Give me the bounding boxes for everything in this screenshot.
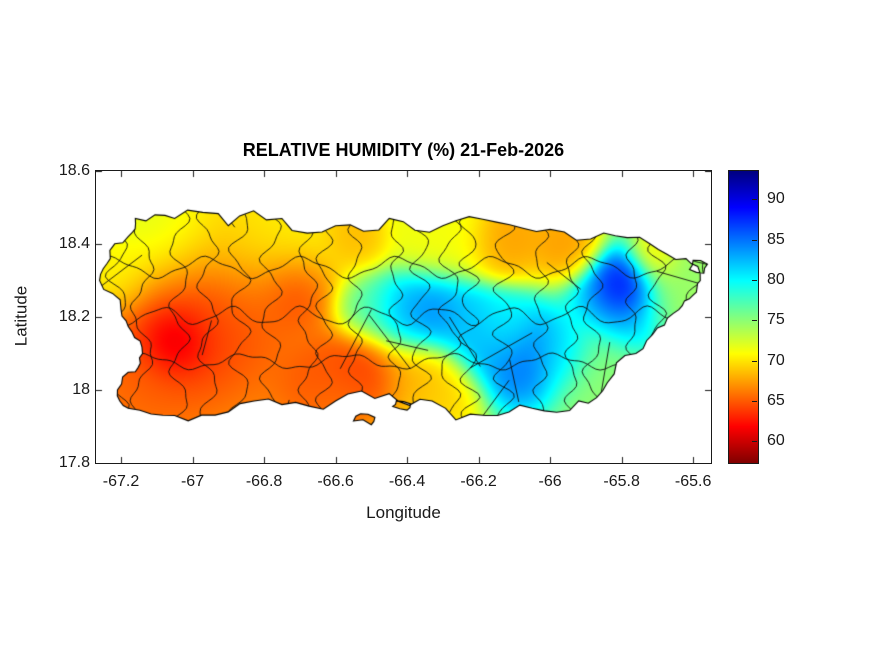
colorbar-tick-label: 80 [767, 270, 785, 288]
x-tick-label: -66.4 [388, 473, 426, 490]
colorbar-tick-mark [752, 400, 757, 402]
humidity-map-canvas [96, 171, 711, 463]
y-tick-label: 18.2 [58, 308, 90, 325]
colorbar [728, 170, 759, 464]
colorbar-tick-mark [752, 199, 757, 201]
x-tick-label: -66 [538, 473, 562, 490]
y-tick-label: 18.4 [58, 235, 90, 252]
x-tick-label: -66.2 [460, 473, 497, 490]
colorbar-tick-label: 65 [767, 391, 785, 409]
colorbar-tick-label: 75 [767, 311, 785, 329]
colorbar-gradient [729, 171, 758, 463]
colorbar-tick-mark [752, 441, 757, 443]
x-tick-label: -67 [180, 473, 205, 490]
colorbar-tick-mark [752, 360, 757, 362]
x-tick-label: -67.2 [102, 473, 140, 490]
x-tick-label: -65.6 [674, 473, 712, 490]
y-tick-label: 17.8 [58, 454, 90, 471]
y-tick-label: 18.6 [58, 162, 90, 179]
chart-title: RELATIVE HUMIDITY (%) 21-Feb-2026 [242, 140, 565, 160]
colorbar-tick-label: 85 [767, 230, 785, 248]
colorbar-tick-label: 60 [767, 432, 785, 450]
colorbar-tick-label: 70 [767, 351, 785, 369]
x-tick-label: -65.8 [603, 473, 640, 490]
y-axis-label: Latitude [11, 285, 30, 347]
colorbar-tick-mark [752, 239, 757, 241]
plot-area [95, 170, 712, 464]
x-tick-label: -66.6 [317, 473, 354, 490]
x-tick-label: -66.8 [245, 473, 283, 490]
colorbar-tick-label: 90 [767, 190, 785, 208]
y-tick-label: 18 [72, 381, 90, 398]
y-axis-label-wrap: Latitude [8, 170, 34, 462]
x-axis-label: Longitude [366, 503, 441, 522]
colorbar-tick-mark [752, 279, 757, 281]
colorbar-tick-mark [752, 320, 757, 322]
